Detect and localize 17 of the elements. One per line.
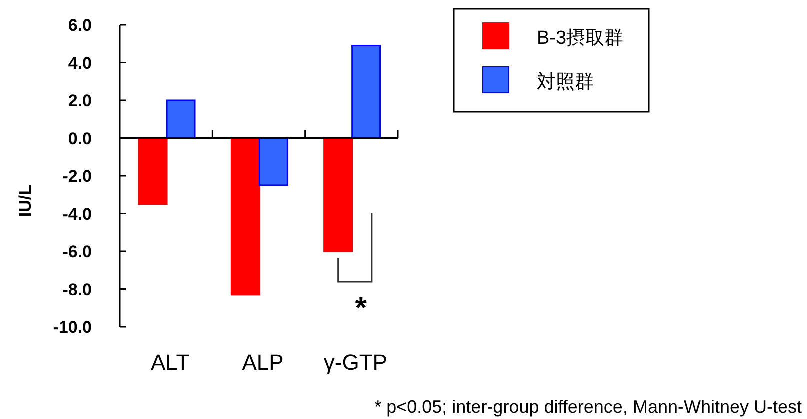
legend-label: B-3摂取群 bbox=[537, 28, 624, 49]
y-tick-label: -10.0 bbox=[53, 318, 92, 337]
y-tick-label: 4.0 bbox=[68, 54, 92, 73]
x-tick-label: ALP bbox=[242, 350, 284, 375]
legend-label: 対照群 bbox=[537, 71, 594, 93]
y-tick-label: 0.0 bbox=[68, 129, 92, 148]
x-tick-label: ALT bbox=[150, 350, 190, 375]
y-tick-label: 6.0 bbox=[68, 16, 92, 35]
y-tick-label: -6.0 bbox=[62, 242, 92, 262]
text: * p<0.05; inter-group difference, Mann-Whitney U-test bbox=[374, 397, 802, 417]
annotation: * bbox=[355, 292, 368, 325]
y-axis-title: IU/L bbox=[16, 184, 35, 218]
y-tick-label: 2.0 bbox=[68, 92, 92, 110]
y-tick-label: -4.0 bbox=[62, 204, 92, 224]
y-tick-label: -8.0 bbox=[62, 280, 92, 300]
y-tick-label: -2.0 bbox=[62, 167, 92, 186]
x-tick-label: γ-GTP bbox=[324, 350, 388, 375]
